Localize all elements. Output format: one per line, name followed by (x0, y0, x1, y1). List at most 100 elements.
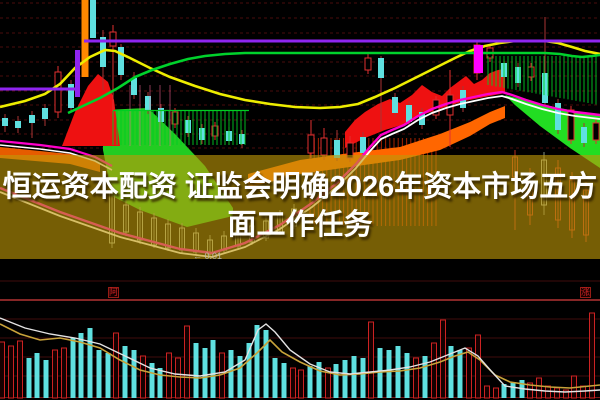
candle-body (406, 105, 412, 122)
volume-bar (395, 346, 401, 398)
candle-body (378, 58, 384, 78)
volume-bar (325, 367, 331, 399)
candle-body (81, 0, 89, 77)
volume-bar (70, 338, 76, 398)
volume-bar (554, 387, 560, 399)
volume-bar (493, 387, 499, 399)
candle-body (42, 108, 48, 119)
candle-body (360, 137, 366, 153)
volume-bar (131, 350, 137, 398)
candle-body (515, 67, 521, 83)
volume-bar (580, 385, 586, 399)
volume-bar (351, 356, 357, 398)
candle-body (90, 0, 96, 38)
headline-line1: 恒运资本配资 证监会明确2026年资本市场五方 (2, 171, 598, 203)
candle-body (171, 111, 179, 125)
volume-bar (96, 350, 102, 398)
watermark-stamp-left: 阿 (108, 287, 120, 298)
volume-bar (501, 384, 507, 398)
volume-bar (272, 358, 278, 398)
candle-body (54, 71, 62, 113)
candle-body (307, 134, 315, 154)
volume-bar (484, 385, 490, 399)
volume-ma-yellow (0, 323, 600, 389)
volume-bar (333, 364, 339, 398)
volume-bar (368, 321, 374, 399)
red-band-left (62, 74, 120, 146)
volume-bar (210, 340, 216, 398)
candle-body (185, 120, 191, 133)
volume-bar (589, 312, 595, 399)
volume-bar (413, 357, 419, 399)
candle-body (15, 121, 21, 128)
volume-bar (545, 385, 551, 399)
candle-body (211, 125, 219, 137)
volume-bar (290, 367, 296, 399)
volume-bar (298, 369, 304, 399)
watermark-stamp-right: 涨 (580, 287, 592, 298)
purple-bar (75, 50, 80, 97)
volume-bar (263, 330, 269, 398)
candle-body (199, 128, 205, 140)
volume-bar (52, 349, 58, 399)
volume-bar (34, 353, 40, 398)
candle-body (334, 140, 340, 158)
candle-body (364, 57, 372, 71)
volume-bar (431, 342, 437, 399)
candle-body (446, 94, 454, 116)
candle-body (592, 122, 600, 141)
volume-bar (563, 389, 569, 399)
volume-bar (26, 358, 32, 398)
volume-bar (87, 328, 93, 398)
candle-body (527, 66, 535, 78)
volume-bar (475, 334, 481, 399)
volume-bar (360, 358, 366, 398)
volume-bar (510, 382, 516, 398)
volume-bar (342, 360, 348, 398)
volume-bar (246, 343, 252, 398)
volume-bar (202, 348, 208, 398)
candle-body (145, 96, 151, 110)
volume-bar (175, 357, 181, 399)
magenta-signal-bar (474, 45, 483, 73)
volume-bar (43, 360, 49, 398)
volume-bar (237, 356, 243, 398)
volume-bar (422, 356, 428, 398)
volume-bar (78, 333, 84, 398)
volume-bar (113, 332, 119, 399)
candle-body (2, 118, 8, 126)
price-low-label: ← 0.01 (193, 251, 223, 261)
candle-body (118, 47, 124, 75)
volume-bar (386, 350, 392, 398)
candle-body (567, 109, 575, 141)
volume-bar (184, 325, 190, 399)
candle-body (542, 73, 548, 103)
volume-bar (457, 350, 463, 398)
volume-bar (377, 348, 383, 398)
volume-bar (316, 362, 322, 398)
volume-bar (0, 341, 5, 399)
volume-bar (527, 382, 533, 399)
candle-body (239, 134, 245, 144)
volume-bar (8, 345, 14, 399)
green-ma-line (67, 51, 600, 115)
candle-body (29, 115, 35, 123)
volume-bar (193, 343, 199, 398)
headline-line2: 面工作任务 (227, 209, 373, 241)
candle-body (320, 137, 328, 156)
volume-bar (440, 319, 446, 399)
candle-body (109, 31, 117, 47)
volume-bar (61, 347, 67, 399)
volume-bar (228, 350, 234, 398)
candle-body (68, 84, 74, 108)
volume-bar (157, 368, 163, 398)
red-band-main (345, 69, 505, 148)
volume-bar (17, 340, 23, 399)
volume-bar (404, 353, 410, 398)
volume-bar (105, 353, 111, 398)
volume-bar (140, 355, 146, 399)
candle-body (131, 78, 137, 95)
news-banner (0, 155, 600, 259)
volume-bar (307, 366, 313, 398)
